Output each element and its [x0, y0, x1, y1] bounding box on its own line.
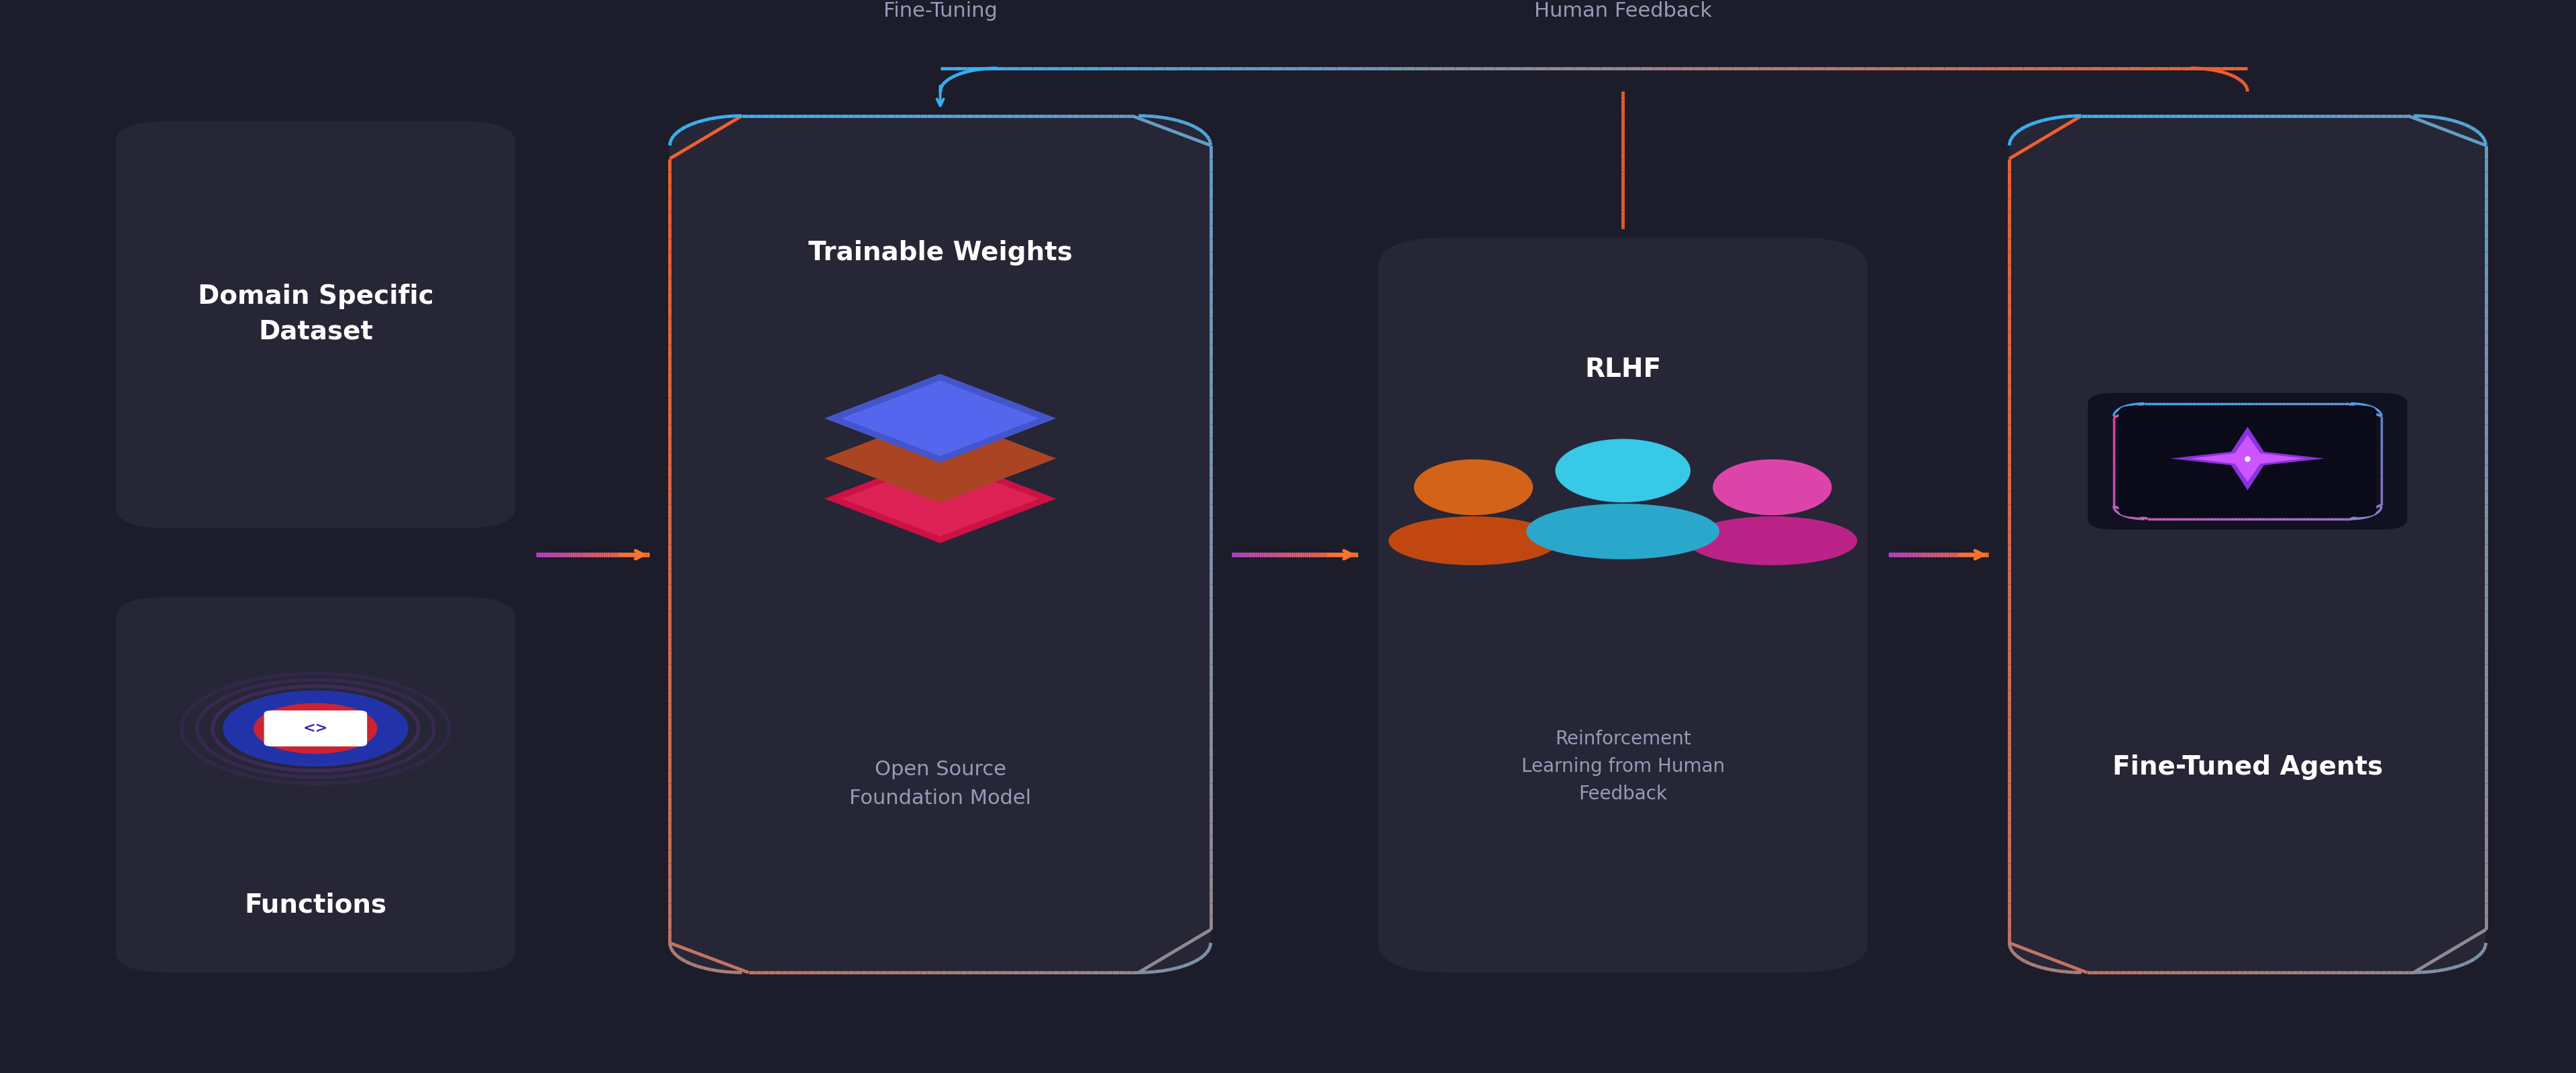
Circle shape — [252, 703, 376, 754]
Ellipse shape — [1388, 516, 1558, 565]
FancyBboxPatch shape — [263, 710, 366, 747]
Ellipse shape — [1556, 439, 1690, 502]
FancyBboxPatch shape — [116, 121, 515, 528]
Text: RLHF: RLHF — [1584, 357, 1662, 382]
Ellipse shape — [1525, 503, 1721, 559]
Ellipse shape — [1687, 516, 1857, 565]
Text: Fine-Tuned Agents: Fine-Tuned Agents — [2112, 754, 2383, 780]
Text: Reinforcement
Learning from Human
Feedback: Reinforcement Learning from Human Feedba… — [1522, 730, 1723, 804]
Text: Fine-Tuning: Fine-Tuning — [884, 1, 997, 20]
Text: Functions: Functions — [245, 892, 386, 917]
Ellipse shape — [1414, 459, 1533, 515]
Polygon shape — [842, 381, 1038, 456]
Polygon shape — [824, 373, 1056, 462]
Polygon shape — [2190, 436, 2303, 482]
Text: Human Feedback: Human Feedback — [1533, 1, 1713, 20]
FancyBboxPatch shape — [1378, 237, 1868, 972]
Polygon shape — [2169, 427, 2326, 490]
FancyBboxPatch shape — [2087, 393, 2406, 530]
FancyBboxPatch shape — [2117, 406, 2375, 517]
Circle shape — [222, 690, 407, 766]
FancyBboxPatch shape — [670, 116, 1211, 972]
Polygon shape — [824, 454, 1056, 543]
Ellipse shape — [1713, 459, 1832, 515]
Text: Domain Specific
Dataset: Domain Specific Dataset — [198, 283, 433, 344]
FancyBboxPatch shape — [116, 597, 515, 972]
Polygon shape — [842, 461, 1038, 536]
Text: Trainable Weights: Trainable Weights — [809, 240, 1072, 266]
Polygon shape — [824, 414, 1056, 503]
Text: Open Source
Foundation Model: Open Source Foundation Model — [850, 760, 1030, 808]
Text: <>: <> — [304, 722, 327, 735]
FancyBboxPatch shape — [2009, 116, 2486, 972]
